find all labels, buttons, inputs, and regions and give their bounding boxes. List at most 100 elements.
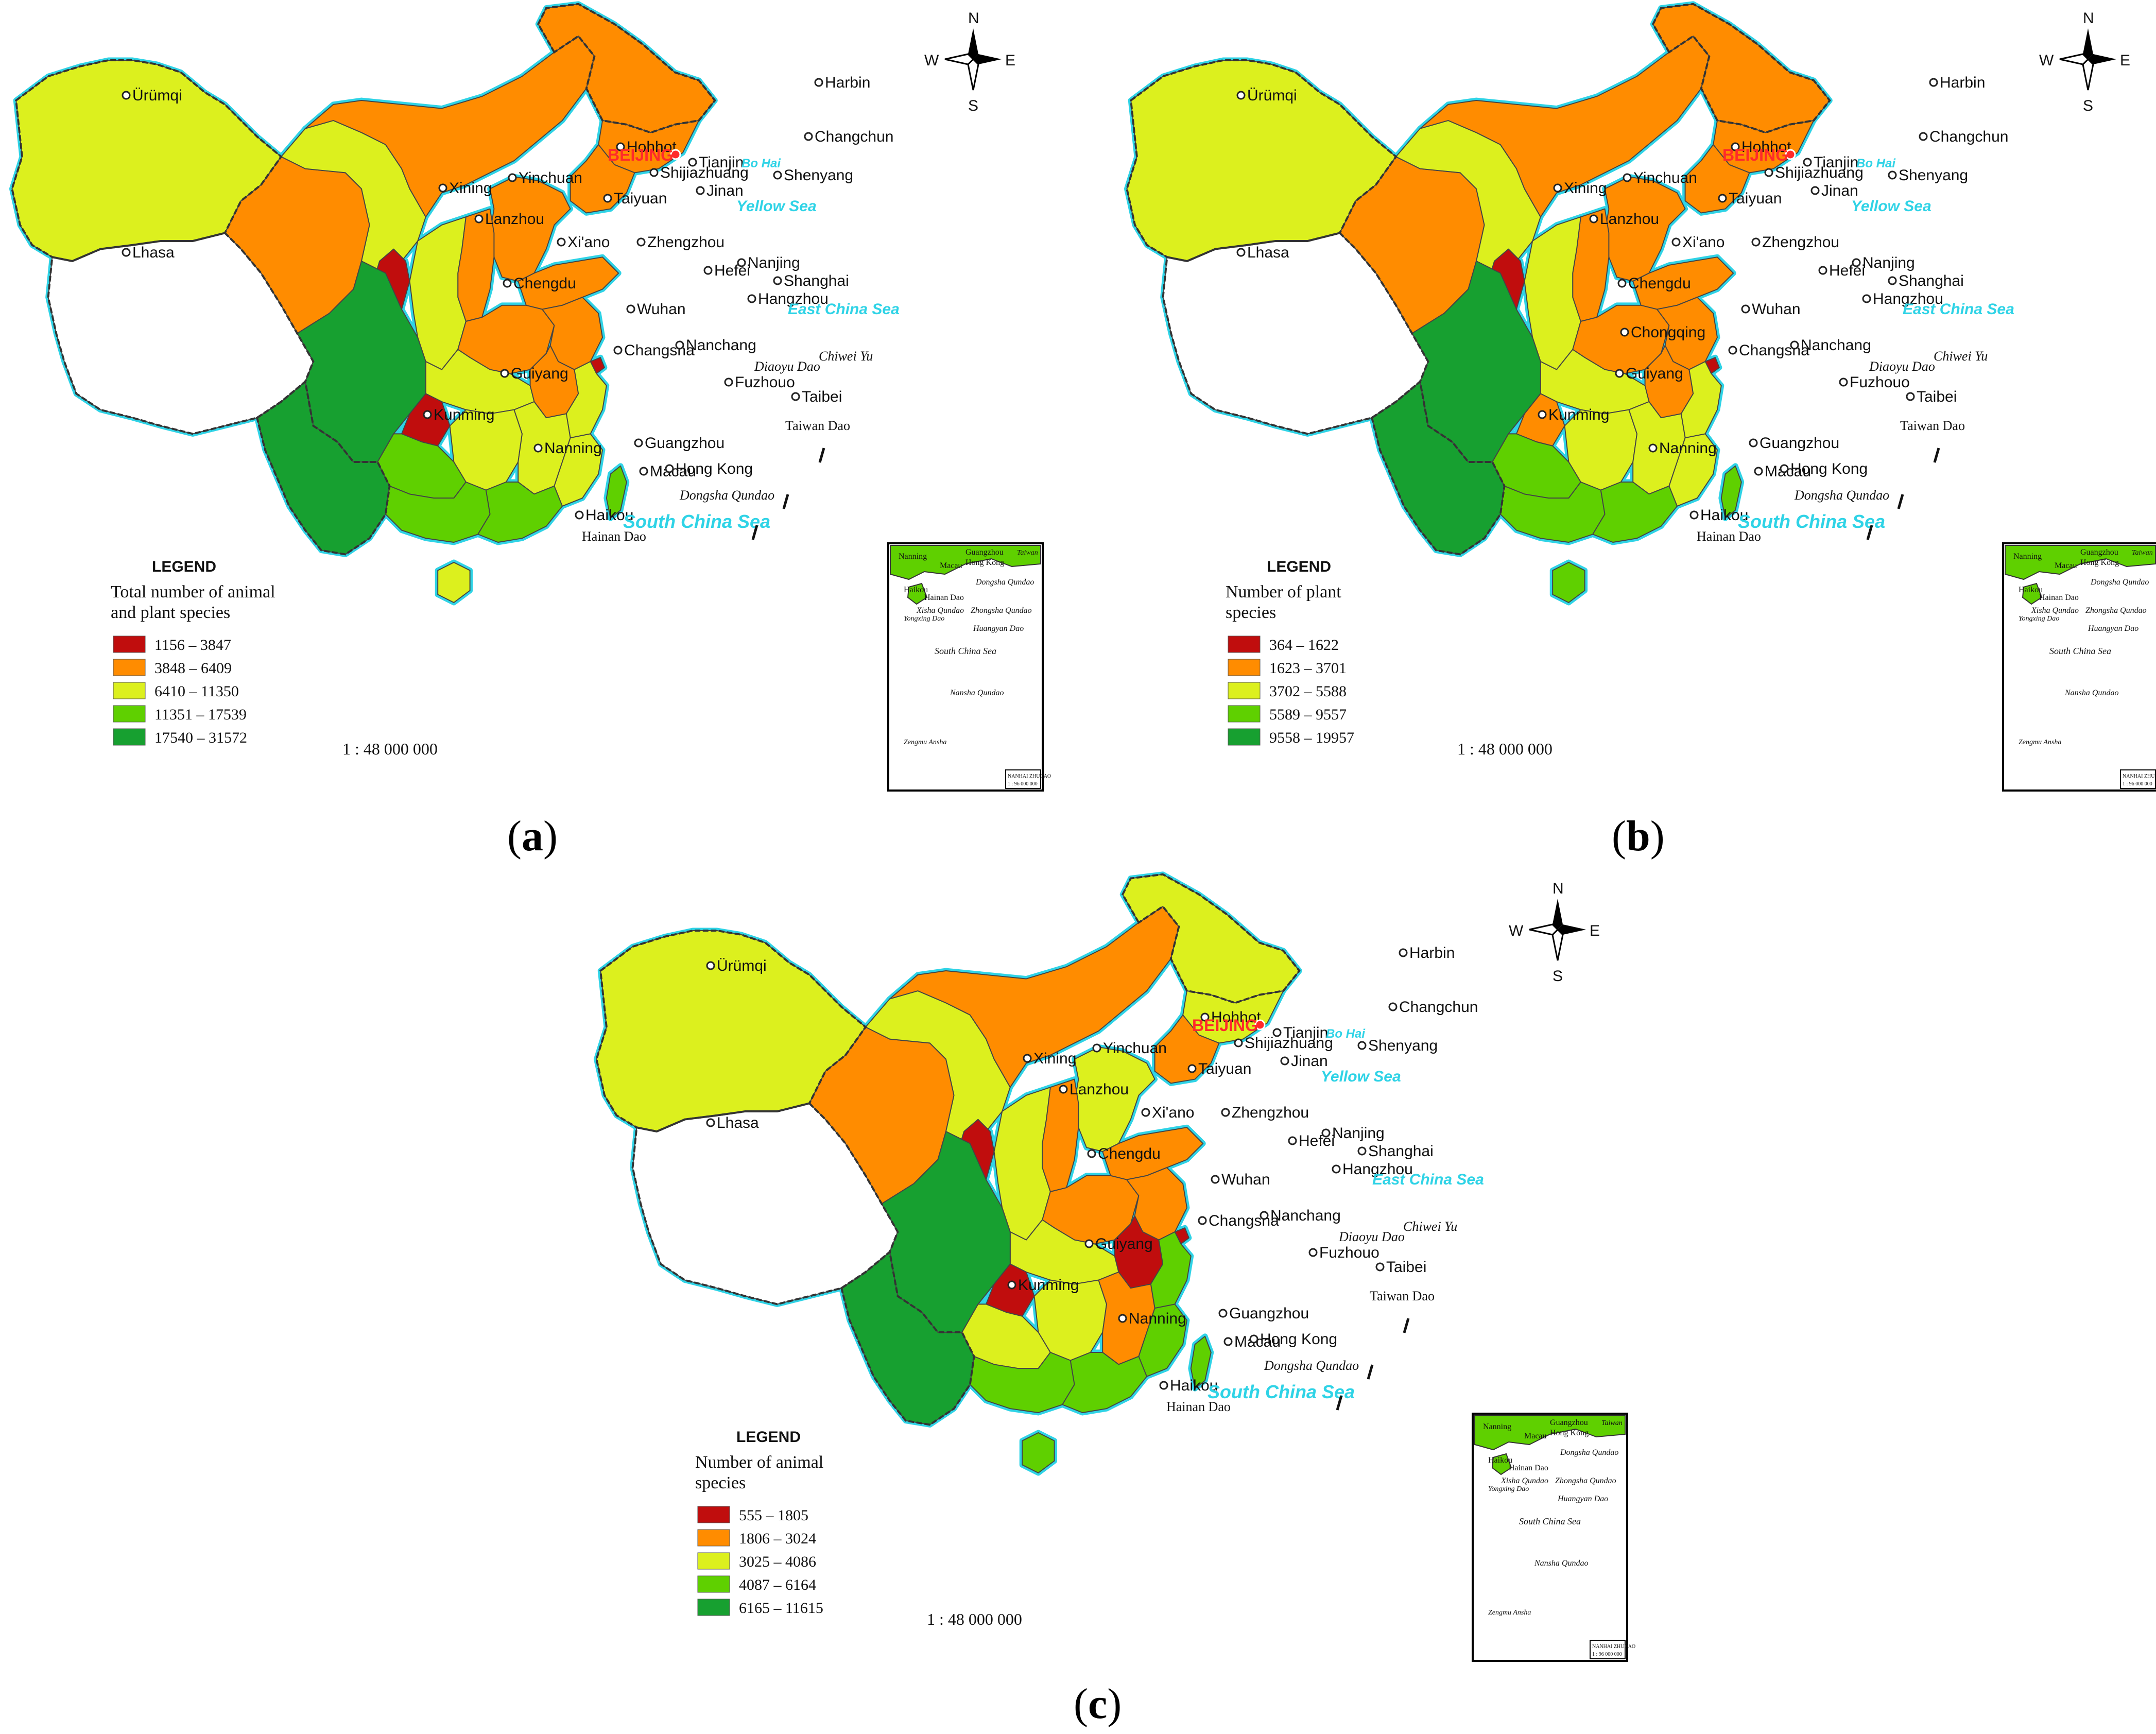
inset-huangyan: Huangyan Dao bbox=[2088, 624, 2138, 633]
inset-guangzhou: Guangzhou bbox=[965, 548, 1004, 557]
city-label-tianjin: Tianjin bbox=[1814, 154, 1858, 171]
city-marker-tianjin bbox=[688, 158, 697, 167]
city-marker-fuzhou bbox=[1308, 1248, 1318, 1257]
city-label-nanchang: Nanchang bbox=[1270, 1207, 1341, 1224]
inset-zhongsha: Zhongsha Qundao bbox=[1555, 1477, 1616, 1485]
city-marker-nanchang bbox=[675, 340, 684, 350]
legend-swatch-5 bbox=[1228, 728, 1261, 746]
island-label-diaoyu: Diaoyu Dao bbox=[1338, 1229, 1405, 1244]
city-label-lanzhou: Lanzhou bbox=[1600, 211, 1659, 228]
city-label-chengdu: Chengdu bbox=[1628, 275, 1691, 292]
city-marker-shijiazhuang bbox=[1234, 1038, 1243, 1048]
island-label-dongsha: Dongsha Qundao bbox=[679, 488, 774, 503]
city-marker-macau bbox=[1754, 467, 1763, 476]
legend-item-5: 9558 – 19957 bbox=[1269, 729, 1354, 746]
sea-label-southchina: South China Sea bbox=[1738, 511, 1885, 532]
legend-swatch-5 bbox=[113, 728, 146, 746]
compass-needle-n bbox=[968, 28, 978, 59]
city-label-zhengzhou: Zhengzhou bbox=[1762, 234, 1839, 251]
national-border bbox=[595, 873, 1301, 1426]
compass-w-label: W bbox=[924, 52, 939, 69]
inset-macau: Macau bbox=[940, 561, 962, 570]
province-innermong bbox=[1419, 36, 1710, 218]
city-label-hongkong: Hong Kong bbox=[676, 460, 753, 477]
city-marker-nanchang bbox=[1790, 340, 1799, 350]
inset-nanning: Nanning bbox=[899, 552, 927, 561]
sea-label-bohai: Bo Hai bbox=[741, 157, 781, 170]
city-label-xian: Xi'ano bbox=[567, 234, 610, 251]
island-label-chiwei: Chiwei Yu bbox=[819, 349, 873, 364]
dash-line bbox=[1866, 525, 1873, 540]
city-marker-guangzhou bbox=[1749, 438, 1758, 448]
city-label-haikou: Haikou bbox=[1700, 507, 1748, 524]
province-liaoning bbox=[570, 144, 635, 214]
city-label-jinan: Jinan bbox=[1291, 1053, 1328, 1070]
island-label-dongsha: Dongsha Qundao bbox=[1264, 1358, 1359, 1373]
city-marker-nanjing bbox=[1852, 258, 1861, 267]
inset-haikou: Haikou bbox=[1488, 1456, 1512, 1465]
city-marker-zhengzhou bbox=[1221, 1108, 1230, 1117]
province-guangdong bbox=[477, 482, 563, 543]
sea-label-bohai: Bo Hai bbox=[1326, 1027, 1366, 1041]
city-marker-guiyang bbox=[500, 369, 509, 378]
city-marker-changsha bbox=[613, 346, 623, 355]
city-marker-changchun bbox=[804, 132, 813, 141]
city-marker-yinchuan bbox=[1623, 173, 1632, 182]
legend-swatch-2 bbox=[697, 1529, 730, 1547]
city-marker-hongkong bbox=[665, 464, 674, 473]
border-xinjiang bbox=[1126, 59, 1398, 263]
city-marker-urumqi bbox=[706, 961, 715, 970]
city-marker-wuhan bbox=[1211, 1175, 1220, 1184]
legend-title: LEGEND bbox=[152, 558, 216, 575]
city-marker-nanjing bbox=[737, 258, 746, 267]
city-marker-shenyang bbox=[773, 170, 782, 180]
province-hubei bbox=[425, 349, 535, 415]
city-label-xining: Xining bbox=[1033, 1050, 1076, 1067]
city-label-shijiazhuang: Shijiazhuang bbox=[1775, 164, 1864, 181]
city-label-haikou: Haikou bbox=[585, 507, 633, 524]
city-label-nanning: Nanning bbox=[544, 440, 602, 457]
inset-nansha: Nansha Qundao bbox=[2064, 689, 2118, 697]
border-heilong bbox=[1651, 3, 1831, 134]
city-label-hangzhou: Hangzhou bbox=[1873, 290, 1943, 307]
inset-hainan bbox=[1491, 1453, 1512, 1475]
city-label-harbin: Harbin bbox=[1409, 945, 1455, 962]
city-label-lhasa: Lhasa bbox=[132, 244, 175, 261]
city-label-taibei: Taibei bbox=[802, 388, 842, 405]
city-marker-taibei bbox=[1375, 1262, 1385, 1272]
city-marker-jinan bbox=[1280, 1056, 1289, 1066]
inset-haikou: Haikou bbox=[2019, 586, 2043, 594]
province-liaoning bbox=[1154, 1014, 1220, 1084]
city-marker-nanning bbox=[1118, 1314, 1127, 1323]
city-label-guangzhou: Guangzhou bbox=[645, 435, 725, 452]
inset-taiwan: Taiwan bbox=[1017, 549, 1038, 557]
island-label-hainan: Hainan Dao bbox=[582, 529, 646, 544]
legend-item-3: 6410 – 11350 bbox=[154, 683, 239, 700]
city-marker-haikou bbox=[575, 510, 584, 520]
border-yunnan bbox=[255, 380, 391, 556]
city-label-changsha: Changsha bbox=[1739, 342, 1809, 359]
city-marker-taibei bbox=[1906, 392, 1915, 401]
legend-swatch-1 bbox=[697, 1506, 730, 1523]
legend-swatch-1 bbox=[113, 636, 146, 653]
city-label-changsha: Changsha bbox=[624, 342, 695, 359]
city-label-fuzhou: Fuzhouo bbox=[735, 374, 795, 391]
city-marker-taiyuan bbox=[1187, 1064, 1197, 1073]
legend-title: LEGEND bbox=[1267, 558, 1331, 575]
inset-yongxing: Yongxing Dao bbox=[1488, 1485, 1529, 1493]
city-marker-macau bbox=[639, 467, 648, 476]
province-fujian bbox=[554, 433, 603, 507]
inset-southchina: South China Sea bbox=[1519, 1516, 1581, 1526]
city-marker-xining bbox=[438, 183, 447, 193]
city-marker-chengdu bbox=[1617, 279, 1627, 288]
city-label-changchun: Changchun bbox=[815, 128, 893, 145]
national-border bbox=[11, 3, 716, 556]
city-marker-chengdu bbox=[503, 279, 512, 288]
city-marker-harbin bbox=[1399, 948, 1408, 957]
province-innermong bbox=[889, 906, 1180, 1088]
city-marker-taiyuan bbox=[603, 194, 612, 203]
map-panel-c: Ürümqi Harbin Changchun Shenyang Hohhot Tianj… bbox=[584, 870, 1666, 1674]
city-label-shanghai: Shanghai bbox=[784, 272, 849, 289]
